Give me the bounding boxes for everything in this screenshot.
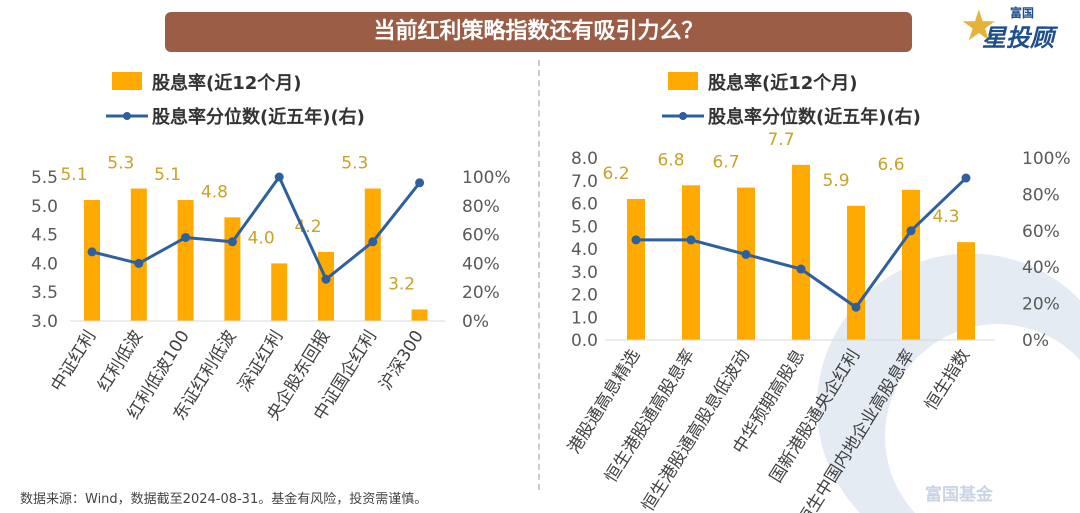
watermark-text: 富国基金 <box>925 484 994 505</box>
line-marker <box>631 235 641 245</box>
chart-2: 股息率(近12个月) 股息率分位数(近五年)(右) 0.0 1.02.0 3.0 4.0 5… <box>564 72 1071 513</box>
legend-line-label: 股息率分位数(近五年)(右) <box>151 106 365 128</box>
y2-tick-label: 40% <box>462 254 500 274</box>
data-label: 4.0 <box>248 228 275 248</box>
line-marker <box>134 258 144 268</box>
legend-bar-swatch <box>112 72 142 90</box>
data-label: 3.2 <box>388 274 415 294</box>
data-label: 6.8 <box>657 150 684 170</box>
y2-tick-label: 20% <box>1022 295 1060 315</box>
percentile-line <box>91 174 421 282</box>
bar <box>271 263 288 321</box>
y2-tick-label: 60% <box>462 226 500 246</box>
line-marker <box>415 178 425 188</box>
y2-tick-label: 80% <box>1022 185 1060 205</box>
bar <box>627 198 645 340</box>
bar <box>737 187 755 340</box>
y-tick-label: 5.5 <box>31 168 58 188</box>
y-tick-label: 4.0 <box>31 254 58 274</box>
y2-tick-label: 80% <box>462 197 500 217</box>
y-tick-label: 3.5 <box>31 283 58 303</box>
bar <box>318 251 334 321</box>
y2-tick-label: 0% <box>1022 331 1049 351</box>
bar <box>177 200 194 321</box>
data-label: 7.7 <box>767 130 794 150</box>
category-label: 深证红利 <box>234 327 287 395</box>
y-tick-label: 3.0 <box>571 263 598 283</box>
line-marker <box>686 235 696 245</box>
y-tick-label: 5.0 <box>571 217 598 237</box>
line-marker <box>796 264 806 274</box>
y-tick-label: 5.0 <box>31 197 58 217</box>
line-marker <box>368 237 378 247</box>
data-label: 5.3 <box>341 154 368 174</box>
y-tick-label: 7.0 <box>571 172 598 192</box>
category-label: 沪深300 <box>376 327 428 394</box>
legend-bar-label: 股息率(近12个月) <box>707 72 858 94</box>
bar <box>902 189 920 340</box>
line-marker <box>961 173 971 183</box>
bar <box>682 185 700 340</box>
bar <box>792 164 810 340</box>
y-tick-label: 8.0 <box>571 149 598 169</box>
line-marker <box>87 247 97 257</box>
y-tick-label: 0.0 <box>571 331 598 351</box>
logo-big-text: 星投顾 <box>982 24 1054 52</box>
y2-tick-label: 20% <box>462 283 500 303</box>
y-tick-label: 3.0 <box>31 312 58 332</box>
category-label: 恒生港股通高股息低波动 <box>638 346 754 513</box>
data-label: 6.2 <box>602 164 629 184</box>
data-label: 4.8 <box>201 182 228 202</box>
footer-source: 数据来源：Wind，数据截至2024-08-31。基金有风险，投资需谨慎。 <box>20 492 428 507</box>
bar <box>364 188 381 321</box>
y-tick-label: 4.0 <box>571 240 598 260</box>
line-marker <box>321 274 331 284</box>
y2-tick-label: 100% <box>462 168 511 188</box>
y2-tick-label: 60% <box>1022 222 1060 242</box>
page-title: 当前红利策略指数还有吸引力么？ <box>165 12 912 52</box>
data-label: 5.9 <box>822 171 849 191</box>
category-label: 中证红利 <box>47 327 100 395</box>
bar <box>411 309 428 321</box>
bar <box>84 200 100 321</box>
watermark-arc <box>816 253 1080 513</box>
data-label: 5.3 <box>107 154 134 174</box>
legend-line-label: 股息率分位数(近五年)(右) <box>707 106 921 128</box>
line-marker <box>181 232 191 242</box>
data-label: 6.7 <box>712 153 739 173</box>
legend-bar-label: 股息率(近12个月) <box>151 72 302 94</box>
data-label: 5.1 <box>154 165 181 185</box>
bar <box>847 205 865 340</box>
category-label: 恒生指数 <box>921 346 974 414</box>
line-marker <box>274 172 284 182</box>
bar <box>130 188 147 321</box>
data-label: 6.6 <box>877 155 904 175</box>
legend-line-marker <box>123 112 131 120</box>
y2-tick-label: 100% <box>1022 149 1071 169</box>
y-tick-label: 2.0 <box>571 286 598 306</box>
logo: ★ 富国 星投顾 <box>960 1 1075 53</box>
chart-1: 股息率(近12个月)股息率分位数(近五年)(右)3.03.54.04.55.05… <box>31 72 511 424</box>
line-marker <box>906 226 916 236</box>
legend-line-marker <box>679 112 687 120</box>
data-label: 5.1 <box>60 165 87 185</box>
line-marker <box>227 237 237 247</box>
data-label: 4.3 <box>932 207 959 227</box>
bar <box>957 242 975 340</box>
y-tick-label: 4.5 <box>31 226 58 246</box>
line-marker <box>741 249 751 259</box>
line-marker <box>851 302 861 312</box>
category-label: 红利低波 <box>94 327 147 395</box>
y-tick-label: 1.0 <box>571 308 598 328</box>
y2-tick-label: 40% <box>1022 258 1060 278</box>
y-tick-label: 6.0 <box>571 195 598 215</box>
divider <box>538 60 540 490</box>
y2-tick-label: 0% <box>462 312 489 332</box>
star-icon: ★ <box>960 1 998 50</box>
logo-small-text: 富国 <box>1010 6 1035 20</box>
legend-bar-swatch <box>668 72 698 90</box>
